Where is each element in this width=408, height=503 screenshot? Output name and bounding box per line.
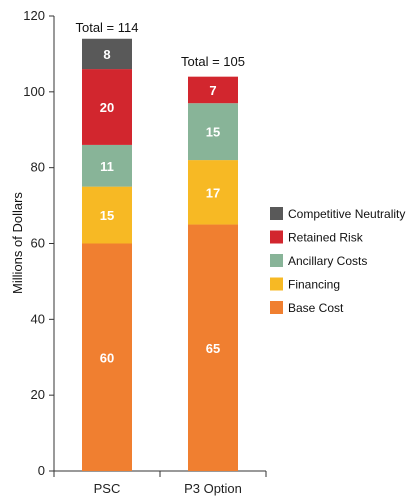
legend-swatch xyxy=(270,254,283,267)
bar-value-label: 15 xyxy=(100,208,114,223)
legend: Competitive Neutrality Retained Risk Ancil… xyxy=(270,207,405,315)
legend-swatch xyxy=(270,207,283,220)
y-tick-label: 20 xyxy=(31,387,45,402)
legend-swatch xyxy=(270,301,283,314)
x-axis: PSC P3 Option xyxy=(53,470,267,496)
x-tick-label: PSC xyxy=(94,481,121,496)
legend-swatch xyxy=(270,230,283,244)
bar-value-label: 60 xyxy=(100,350,114,365)
bar-segment xyxy=(188,224,238,471)
legend-label: Base Cost xyxy=(288,301,344,315)
bar-total-label: Total = 105 xyxy=(181,54,245,69)
bar-value-label: 11 xyxy=(100,159,114,174)
bar-segment xyxy=(82,144,132,187)
x-tick-label: P3 Option xyxy=(184,481,242,496)
y-tick-label: 100 xyxy=(23,84,45,99)
bar-segment xyxy=(82,186,132,244)
bar-total-label: Total = 114 xyxy=(75,20,138,35)
bar-segment xyxy=(188,103,238,161)
y-tick-label: 60 xyxy=(31,236,45,251)
legend-label: Financing xyxy=(288,278,340,292)
legend-label: Ancillary Costs xyxy=(288,254,367,268)
bar-value-label: 20 xyxy=(100,100,114,115)
bar-segment xyxy=(82,69,132,145)
bar-value-label: 15 xyxy=(206,125,220,140)
legend-swatch xyxy=(270,277,283,291)
bar-value-label: 17 xyxy=(206,185,220,200)
bar-segment xyxy=(82,243,132,471)
y-tick-label: 40 xyxy=(31,311,45,326)
legend-label: Retained Risk xyxy=(288,231,364,245)
bar-value-label: 7 xyxy=(209,83,216,98)
y-tick-label: 80 xyxy=(31,160,45,175)
bars: 60 15 11 20 8 Total = 114 65 17 15 7 Total = 105 xyxy=(75,20,245,471)
y-tick-label: 0 xyxy=(38,463,45,478)
y-axis-title: Millions of Dollars xyxy=(10,192,25,294)
bar-segment xyxy=(188,76,238,104)
y-axis: 0 20 40 60 80 100 120 xyxy=(23,8,55,478)
y-tick-label: 120 xyxy=(23,8,45,23)
legend-label: Competitive Neutrality xyxy=(288,207,405,221)
bar-segment xyxy=(188,160,238,225)
bar-value-label: 65 xyxy=(206,341,220,356)
bar-segment xyxy=(82,38,132,70)
bar-value-label: 8 xyxy=(103,47,110,62)
